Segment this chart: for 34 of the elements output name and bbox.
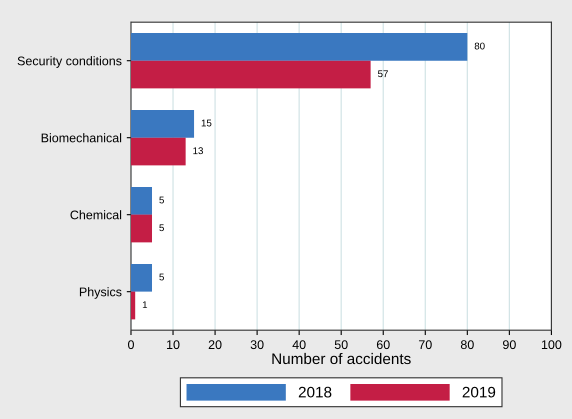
x-tick-label: 0 — [128, 340, 134, 350]
y-tick-label: Security conditions — [18, 56, 122, 68]
text: 2018 — [298, 386, 332, 398]
y-tick-label: Biomechanical — [42, 133, 122, 142]
y-tick-label: Physics — [80, 287, 122, 299]
bar — [130, 264, 152, 292]
bar — [130, 138, 186, 166]
x-axis-title: Number of accidents — [272, 352, 411, 364]
x-tick-label: 80 — [460, 340, 474, 350]
bar — [130, 292, 136, 320]
data-label: 5 — [159, 224, 164, 232]
x-tick-label: 70 — [418, 340, 432, 350]
data-label: 5 — [159, 196, 164, 204]
data-label: 13 — [193, 147, 203, 154]
data-label: 57 — [378, 70, 388, 78]
x-tick-label: 100 — [542, 340, 562, 350]
bar — [130, 186, 152, 215]
x-tick-label: 90 — [503, 340, 516, 350]
x-tick-label: 40 — [292, 340, 306, 350]
data-label: 5 — [159, 274, 164, 280]
bar — [130, 110, 194, 138]
bar — [130, 32, 468, 61]
bar — [130, 60, 371, 88]
data-label: 80 — [474, 42, 485, 50]
x-tick-label: 10 — [167, 340, 180, 350]
x-tick-label: 30 — [250, 340, 264, 350]
x-tick-label: 50 — [334, 340, 348, 350]
bar — [130, 214, 152, 242]
data-label: 1 — [142, 301, 148, 308]
text: 2019 — [462, 386, 496, 398]
data-label: 15 — [202, 120, 212, 126]
x-tick-label: 20 — [208, 340, 222, 350]
y-tick-label: Chemical — [70, 210, 122, 220]
x-tick-label: 60 — [376, 340, 390, 350]
